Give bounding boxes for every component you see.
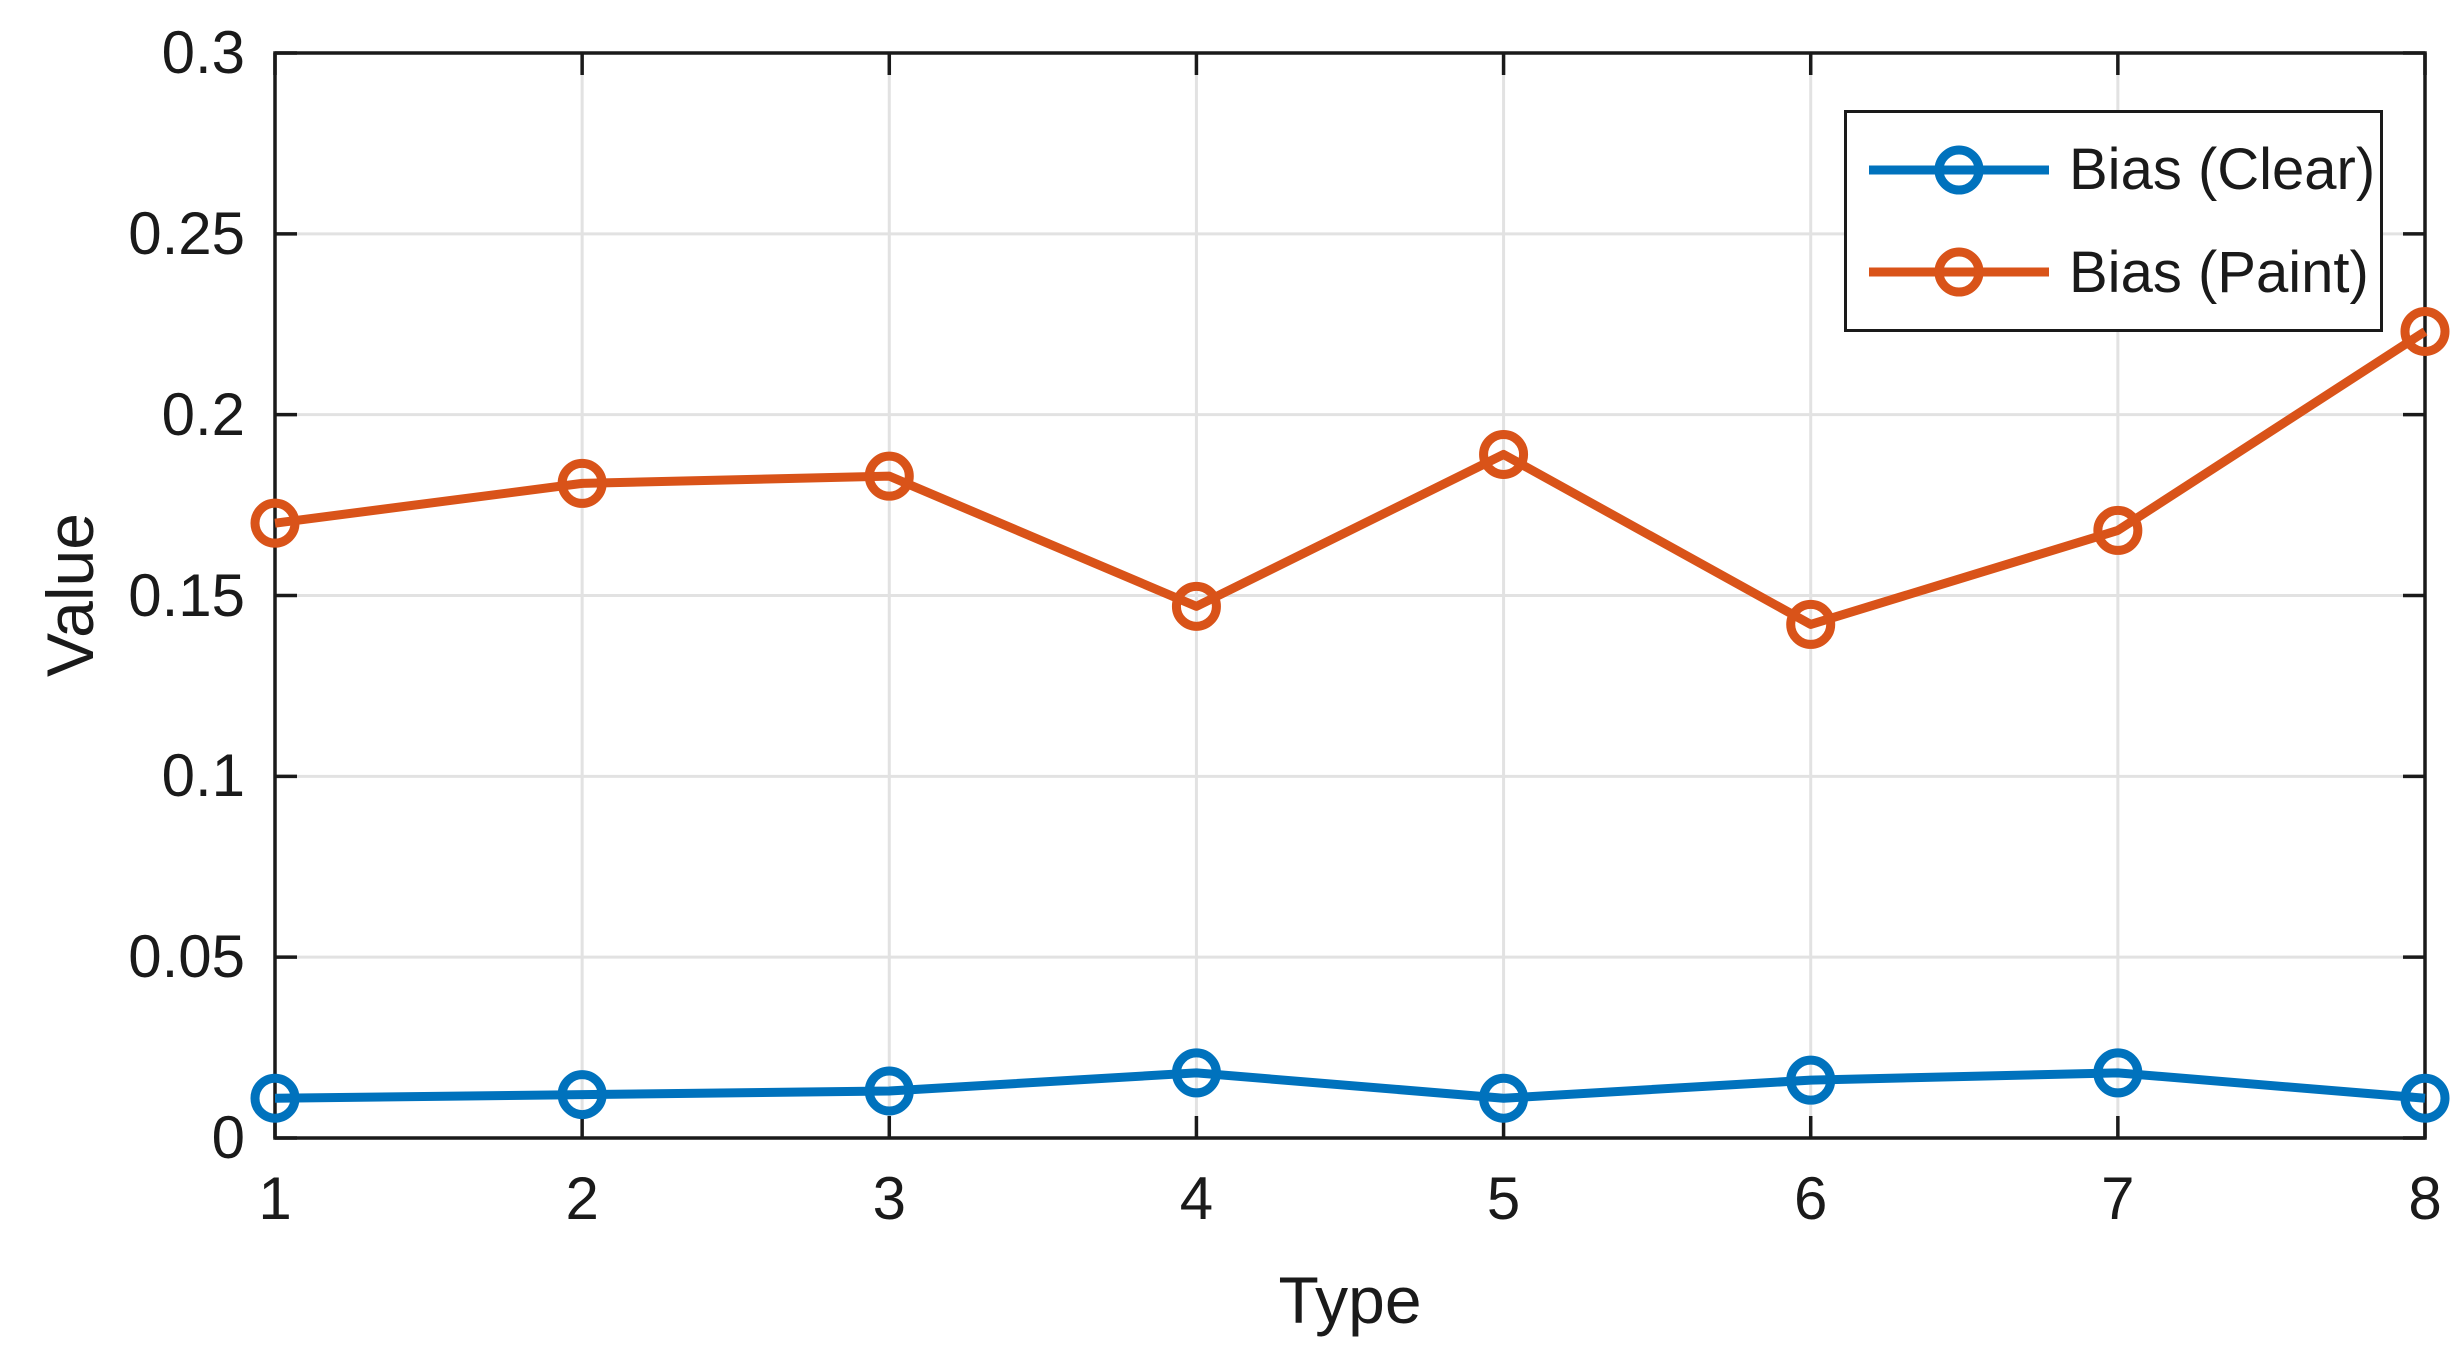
legend-entry-bias-paint: Bias (Paint)	[1847, 226, 2380, 318]
y-tick-label: 0	[211, 1104, 245, 1171]
data-point-marker	[250, 498, 300, 548]
y-tick-label: 0.3	[161, 19, 245, 86]
data-point-marker	[2093, 1048, 2143, 1098]
y-tick-label: 0.2	[161, 380, 245, 448]
y-tick-label: 0.25	[128, 199, 245, 267]
data-point-marker	[1786, 1055, 1836, 1105]
legend-line-circle-icon	[1869, 247, 2049, 297]
series-line-Bias (Clear)	[274, 1068, 2426, 1103]
x-tick-label: 7	[2101, 1165, 2135, 1232]
data-point-marker	[2400, 306, 2450, 356]
data-point-marker	[557, 1070, 607, 1120]
legend-line-circle-icon	[1869, 145, 2049, 195]
x-tick-label: 8	[2408, 1165, 2442, 1232]
data-point-marker	[2093, 505, 2143, 555]
x-tick-label: 5	[1486, 1165, 1521, 1232]
series-line-Bias (Paint)	[274, 327, 2428, 629]
y-axis-label: Value	[33, 513, 107, 677]
legend: Bias (Clear) Bias (Paint)	[1844, 110, 2383, 332]
data-point-marker	[557, 458, 607, 508]
y-tick-label: 0.05	[128, 923, 245, 991]
data-point-marker	[250, 1073, 300, 1123]
data-point-marker	[864, 1066, 914, 1116]
data-point-marker	[2400, 1073, 2450, 1123]
data-point-marker	[1479, 1073, 1529, 1123]
legend-label: Bias (Clear)	[2069, 137, 2376, 203]
x-tick-label: 4	[1179, 1165, 1214, 1232]
data-point-marker	[1171, 1048, 1221, 1098]
legend-label: Bias (Paint)	[2069, 239, 2369, 305]
x-tick-label: 1	[258, 1165, 292, 1232]
y-tick-label: 0.15	[128, 561, 245, 629]
data-point-marker	[1786, 599, 1836, 649]
data-point-marker	[1171, 581, 1221, 631]
data-point-marker	[864, 451, 914, 501]
x-tick-label: 2	[565, 1165, 599, 1232]
x-tick-label: 3	[872, 1165, 906, 1232]
data-point-marker	[1479, 429, 1529, 479]
legend-entry-bias-clear: Bias (Clear)	[1847, 124, 2380, 216]
y-tick-label: 0.1	[161, 742, 245, 810]
x-axis-label: Type	[1278, 1263, 1422, 1337]
x-tick-label: 6	[1794, 1165, 1828, 1232]
